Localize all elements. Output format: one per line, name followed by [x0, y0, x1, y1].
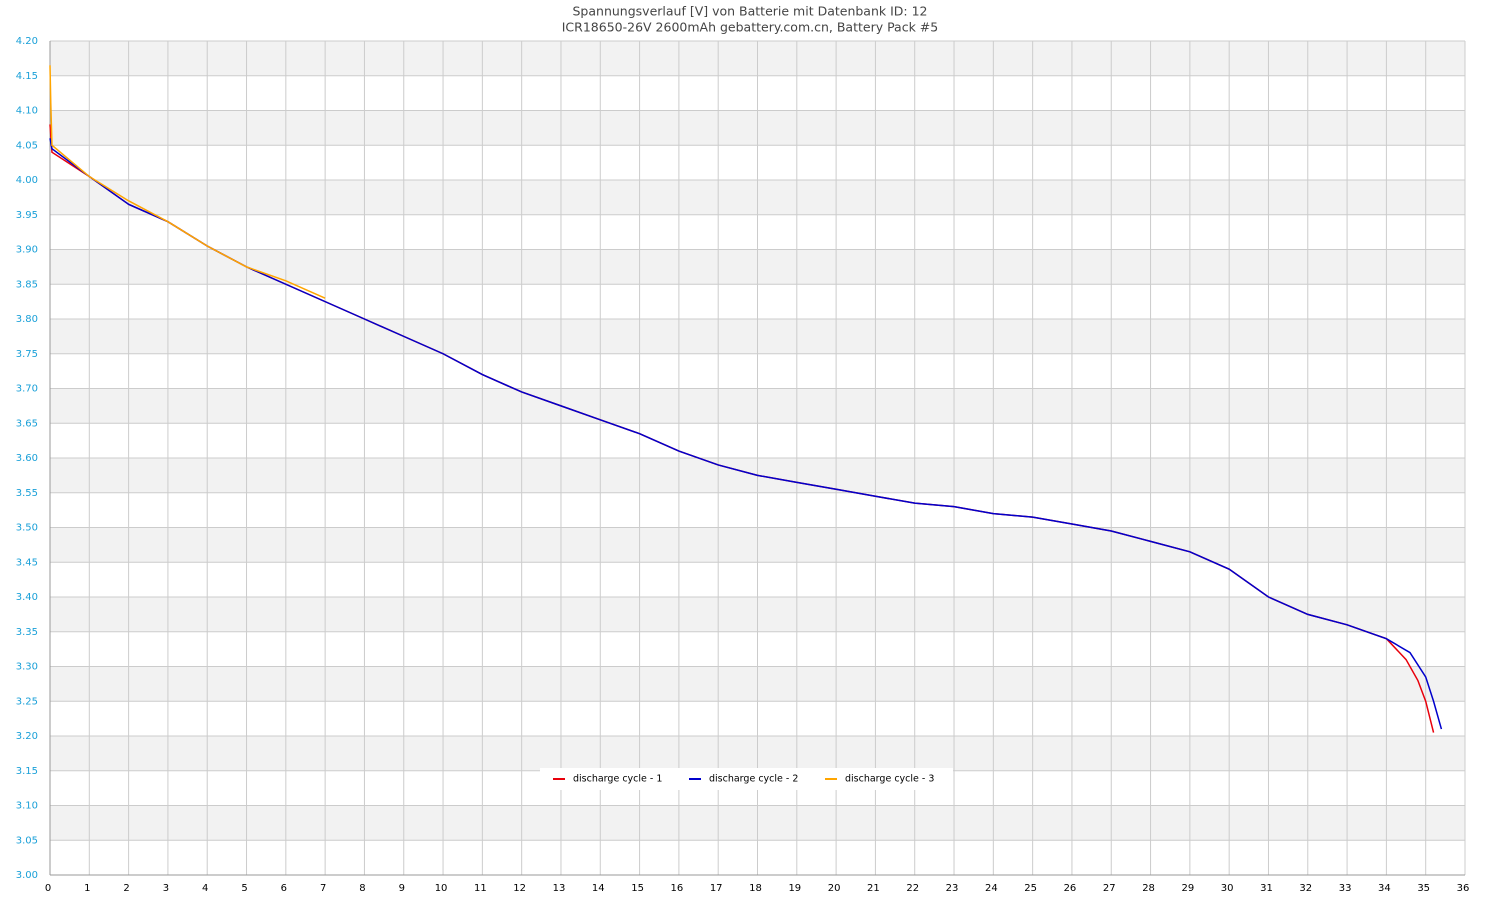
data-line [49, 65, 326, 299]
y-tick-label: 3.55 [16, 488, 38, 499]
legend-label: discharge cycle - 1 [573, 774, 662, 785]
x-tick-label: 26 [1064, 883, 1077, 894]
y-tick-label: 4.10 [16, 106, 38, 117]
y-tick-label: 3.60 [16, 453, 38, 464]
x-tick-label: 15 [631, 883, 644, 894]
chart-title: Spannungsverlauf [V] von Batterie mit Da… [573, 4, 928, 19]
y-tick-label: 3.65 [16, 418, 38, 429]
y-tick-label: 3.95 [16, 210, 38, 221]
x-tick-label: 7 [320, 883, 326, 894]
y-tick-label: 3.75 [16, 349, 38, 360]
x-tick-label: 34 [1378, 883, 1391, 894]
x-tick-label: 13 [553, 883, 566, 894]
legend-label: discharge cycle - 2 [709, 774, 798, 785]
y-tick-label: 4.15 [16, 71, 38, 82]
y-tick-label: 4.20 [16, 36, 38, 47]
x-tick-label: 11 [474, 883, 487, 894]
x-tick-label: 4 [202, 883, 208, 894]
x-tick-label: 0 [45, 883, 51, 894]
x-tick-label: 14 [592, 883, 605, 894]
y-tick-label: 3.80 [16, 314, 38, 325]
x-tick-label: 36 [1457, 883, 1470, 894]
x-tick-label: 29 [1181, 883, 1194, 894]
x-tick-label: 6 [281, 883, 287, 894]
x-tick-label: 24 [985, 883, 998, 894]
x-tick-label: 31 [1260, 883, 1273, 894]
y-tick-label: 3.20 [16, 731, 38, 742]
y-tick-label: 3.05 [16, 835, 38, 846]
x-tick-label: 5 [241, 883, 247, 894]
y-tick-label: 3.25 [16, 696, 38, 707]
data-line [49, 138, 1443, 730]
x-tick-label: 8 [359, 883, 365, 894]
x-tick-label: 10 [435, 883, 448, 894]
x-tick-label: 28 [1142, 883, 1155, 894]
x-tick-label: 20 [828, 883, 841, 894]
y-tick-label: 3.40 [16, 592, 38, 603]
x-tick-label: 16 [671, 883, 684, 894]
y-tick-label: 4.05 [16, 140, 38, 151]
y-tick-label: 3.35 [16, 627, 38, 638]
x-tick-label: 32 [1299, 883, 1312, 894]
y-tick-label: 3.85 [16, 279, 38, 290]
y-tick-label: 3.00 [16, 870, 38, 881]
x-tick-label: 22 [906, 883, 919, 894]
legend-box [540, 768, 953, 790]
x-tick-label: 12 [513, 883, 526, 894]
y-tick-label: 3.50 [16, 523, 38, 534]
legend-label: discharge cycle - 3 [845, 774, 934, 785]
x-tick-label: 35 [1417, 883, 1430, 894]
x-tick-label: 2 [123, 883, 129, 894]
x-tick-label: 19 [788, 883, 801, 894]
y-tick-label: 3.10 [16, 801, 38, 812]
x-tick-label: 25 [1024, 883, 1037, 894]
chart-subtitle: ICR18650-26V 2600mAh gebattery.com.cn, B… [562, 20, 938, 35]
y-tick-label: 3.70 [16, 384, 38, 395]
x-tick-label: 3 [163, 883, 169, 894]
x-tick-label: 33 [1339, 883, 1352, 894]
x-tick-label: 27 [1103, 883, 1116, 894]
x-tick-label: 1 [84, 883, 90, 894]
x-tick-label: 23 [946, 883, 959, 894]
y-tick-label: 4.00 [16, 175, 38, 186]
y-tick-label: 3.15 [16, 766, 38, 777]
x-tick-label: 9 [399, 883, 405, 894]
y-tick-label: 3.90 [16, 245, 38, 256]
x-tick-label: 18 [749, 883, 762, 894]
x-tick-label: 17 [710, 883, 723, 894]
data-line [49, 124, 1435, 733]
y-tick-label: 3.45 [16, 557, 38, 568]
x-tick-label: 30 [1221, 883, 1234, 894]
x-tick-label: 21 [867, 883, 880, 894]
y-tick-label: 3.30 [16, 662, 38, 673]
